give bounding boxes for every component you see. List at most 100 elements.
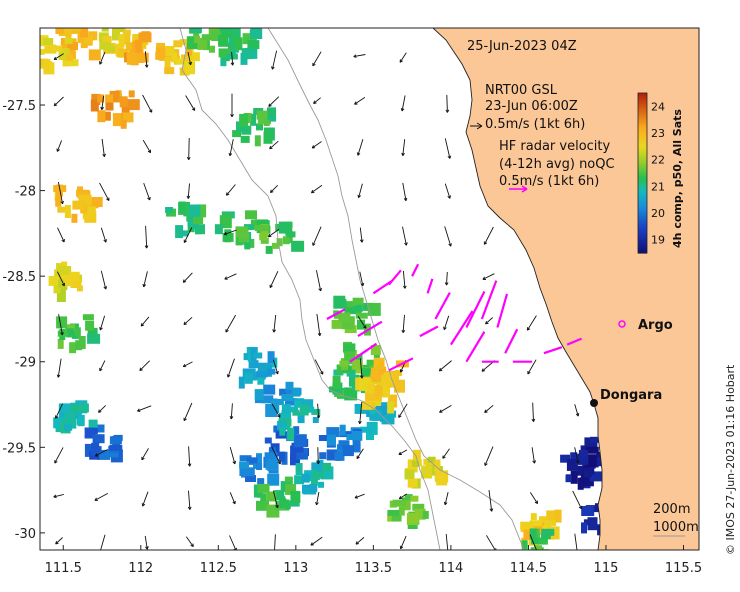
current-arrow-head [99, 367, 103, 372]
sst-pixel [291, 387, 301, 397]
sst-pixel [87, 333, 101, 344]
land-mass [432, 28, 699, 550]
sst-pixel [78, 194, 92, 206]
sst-pixel [232, 130, 242, 138]
current-arrow [402, 139, 406, 156]
current-arrow [399, 52, 407, 63]
colorbar-segment [638, 133, 647, 137]
sst-pixel [387, 401, 395, 414]
current-arrow-head [398, 495, 403, 500]
sst-pixel [173, 40, 183, 48]
sst-pixel [53, 285, 61, 294]
sst-pixel [392, 499, 406, 507]
sst-pixel [239, 113, 249, 127]
sst-pixel [187, 52, 200, 62]
sst-pixel [264, 437, 272, 444]
current-arrow [402, 182, 407, 201]
sst-pixel [373, 385, 383, 397]
radar-arrow [480, 280, 498, 320]
current-arrow-head [226, 374, 231, 378]
current-arrow [54, 447, 64, 464]
sst-pixel [278, 420, 287, 427]
argo-marker [618, 320, 626, 328]
sst-pixel [334, 299, 347, 308]
current-arrow [99, 52, 106, 65]
current-arrow-head [275, 504, 279, 509]
colorbar-segment [638, 207, 647, 211]
sst-pixel [58, 266, 72, 275]
sst-pixel [56, 289, 66, 302]
colorbar-segment [638, 114, 647, 118]
sst-pixel [263, 384, 276, 395]
colorbar-segment [638, 215, 647, 219]
current-arrow-head [527, 370, 531, 375]
sst-pixel [76, 285, 83, 292]
current-arrow-head [355, 541, 359, 545]
colorbar-segment [638, 162, 647, 166]
current-arrow [400, 535, 407, 549]
sst-pixel [344, 302, 353, 314]
current-arrow [187, 183, 190, 199]
current-arrow [186, 536, 194, 547]
current-arrow [140, 316, 150, 327]
current-arrow [574, 404, 579, 417]
sst-pixel [97, 110, 106, 123]
sst-pixel [398, 506, 405, 516]
colorbar-segment [638, 130, 647, 134]
sst-pixel [65, 53, 73, 61]
sst-pixel [410, 495, 419, 502]
sst-pixel [105, 94, 114, 103]
colorbar-tick-label: 20 [651, 207, 665, 220]
current-arrow [268, 228, 280, 238]
sst-pixel [265, 404, 278, 417]
colorbar-segment [638, 101, 647, 105]
sst-pixel [535, 526, 547, 535]
sst-pixel [69, 271, 80, 282]
sst-pixel [344, 351, 356, 365]
sst-pixel [126, 99, 140, 111]
colorbar-tick-label: 19 [651, 234, 665, 247]
current-arrow-head [55, 415, 59, 419]
sst-pixel [240, 135, 250, 143]
sst-pixel [293, 426, 300, 435]
sst-pixel [44, 44, 57, 54]
sst-pixel [58, 48, 70, 61]
current-arrow [402, 270, 406, 289]
current-arrow-head [356, 455, 360, 459]
sst-pixel [223, 213, 232, 227]
current-arrow [183, 316, 193, 325]
sst-pixel [290, 453, 300, 466]
colorbar-segment [638, 109, 647, 113]
sst-pixel [521, 540, 528, 550]
sst-pixel [576, 455, 589, 465]
colorbar-tick-label: 21 [651, 180, 665, 193]
sst-pixel [565, 475, 572, 483]
isobath-200m [267, 28, 525, 550]
current-arrow-head [482, 276, 486, 280]
sst-pixel [294, 475, 305, 485]
sst-pixel [362, 368, 372, 376]
current-arrow-head [360, 375, 364, 379]
current-arrow-head [144, 64, 149, 68]
current-arrow [144, 535, 148, 550]
sst-pixel [570, 470, 578, 484]
sst-pixel [64, 423, 73, 431]
colorbar-tick-label: 24 [651, 100, 665, 113]
sst-pixel [105, 97, 114, 111]
colorbar-segment [638, 231, 647, 235]
current-arrow-head [483, 241, 488, 245]
current-arrow [488, 490, 493, 512]
current-arrow [444, 183, 451, 199]
current-arrow-head [183, 417, 187, 422]
sst-pixel [83, 35, 93, 44]
date-label: 25-Jun-2023 04Z [467, 39, 577, 54]
sst-pixel [349, 303, 362, 315]
model-time: 23-Jun 06:00Z [485, 99, 578, 114]
sst-pixel [412, 503, 425, 511]
sst-pixel [378, 360, 385, 370]
sst-pixel [267, 459, 279, 472]
current-arrow [312, 51, 322, 67]
current-arrow-head [55, 541, 59, 545]
sst-pixel [391, 511, 402, 522]
colorbar-segment [638, 221, 647, 225]
